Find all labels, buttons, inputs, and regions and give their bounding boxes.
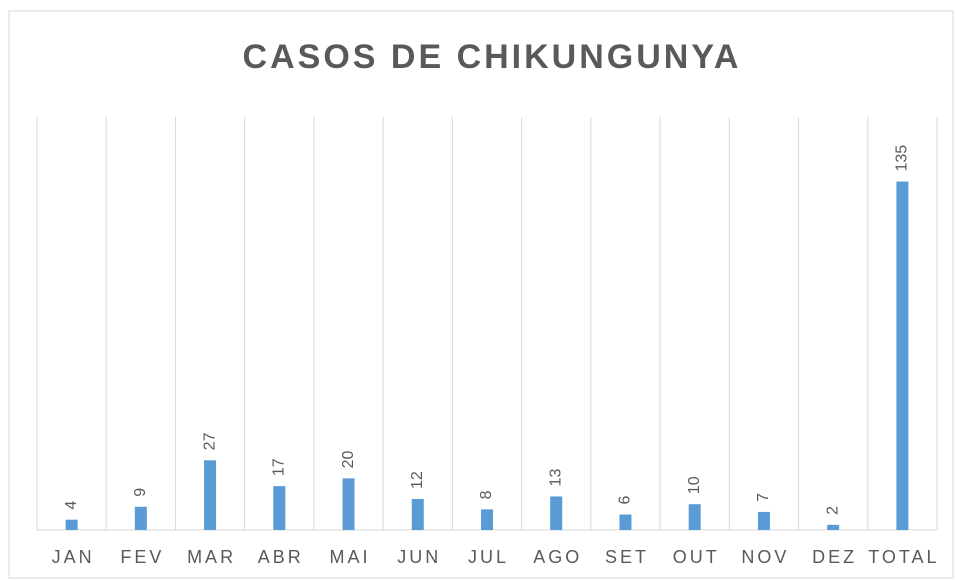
data-label: 13	[547, 469, 564, 487]
x-tick-label: FEV	[120, 547, 164, 567]
x-tick-label: DEZ	[812, 547, 857, 567]
bar	[481, 509, 493, 530]
bar	[65, 519, 78, 530]
data-label: 7	[755, 493, 772, 502]
bar	[619, 514, 632, 530]
x-tick-label: ABR	[258, 547, 304, 567]
x-tick-label: JUN	[397, 547, 441, 567]
bar	[342, 478, 355, 530]
chart-border	[8, 10, 954, 579]
bar	[411, 499, 424, 530]
x-tick-label: JUL	[468, 547, 509, 567]
data-label: 17	[271, 458, 288, 476]
bar	[550, 496, 563, 530]
x-tick-label: TOTAL	[868, 547, 939, 567]
bar	[896, 181, 909, 530]
data-label: 27	[201, 432, 218, 450]
data-label: 135	[894, 145, 911, 172]
bar	[827, 524, 840, 530]
chart-title: CASOS DE CHIKUNGUNYA	[243, 38, 742, 76]
x-tick-label: AGO	[533, 547, 582, 567]
x-tick-label: OUT	[673, 547, 720, 567]
bar	[688, 504, 701, 530]
data-label: 20	[340, 450, 357, 468]
data-label: 10	[686, 476, 703, 494]
x-tick-label: SET	[605, 547, 649, 567]
data-label: 2	[824, 506, 841, 515]
bar	[273, 486, 286, 530]
x-tick-label: MAI	[330, 547, 371, 567]
x-tick-label: JAN	[52, 547, 95, 567]
data-label: 4	[63, 501, 80, 510]
x-tick-label: MAR	[187, 547, 236, 567]
bar	[204, 460, 217, 530]
data-label: 8	[478, 490, 495, 499]
data-label: 9	[132, 488, 149, 497]
x-tick-label: NOV	[741, 547, 789, 567]
bar	[757, 511, 770, 530]
data-label: 6	[617, 496, 634, 505]
bar	[134, 506, 147, 530]
data-label: 12	[409, 471, 426, 489]
